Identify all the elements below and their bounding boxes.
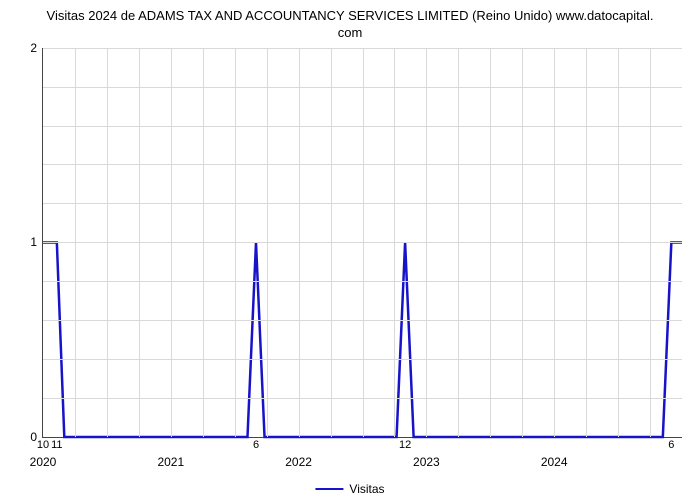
value-label: 12 bbox=[399, 437, 411, 451]
vgrid-line bbox=[586, 48, 587, 437]
chart-container: Visitas 2024 de ADAMS TAX AND ACCOUNTANC… bbox=[0, 0, 700, 500]
vgrid-line bbox=[426, 48, 427, 437]
legend-label: Visitas bbox=[349, 482, 384, 496]
vgrid-line bbox=[554, 48, 555, 437]
value-label: 10 bbox=[37, 437, 49, 451]
value-label: 6 bbox=[668, 437, 674, 451]
chart-title: Visitas 2024 de ADAMS TAX AND ACCOUNTANC… bbox=[10, 8, 690, 48]
vgrid-line bbox=[299, 48, 300, 437]
title-line-2: com bbox=[338, 25, 363, 40]
vgrid-line bbox=[203, 48, 204, 437]
vgrid-line bbox=[171, 48, 172, 437]
legend: Visitas bbox=[315, 482, 384, 496]
vgrid-line bbox=[650, 48, 651, 437]
vgrid-line bbox=[139, 48, 140, 437]
legend-swatch bbox=[315, 488, 343, 490]
ytick-label: 1 bbox=[30, 235, 43, 249]
xtick-label: 2023 bbox=[413, 437, 440, 469]
xtick-label: 2022 bbox=[285, 437, 312, 469]
value-label: 6 bbox=[253, 437, 259, 451]
vgrid-line bbox=[75, 48, 76, 437]
xtick-label: 2024 bbox=[541, 437, 568, 469]
xtick-label: 2021 bbox=[157, 437, 184, 469]
ytick-label: 2 bbox=[30, 41, 43, 55]
vgrid-line bbox=[107, 48, 108, 437]
vgrid-line bbox=[235, 48, 236, 437]
vgrid-line bbox=[618, 48, 619, 437]
vgrid-line bbox=[331, 48, 332, 437]
vgrid-line bbox=[267, 48, 268, 437]
value-label: 11 bbox=[51, 437, 62, 451]
plot-region: 0122020202120222023202410116126 bbox=[42, 48, 682, 438]
vgrid-line bbox=[458, 48, 459, 437]
vgrid-line bbox=[522, 48, 523, 437]
vgrid-line bbox=[394, 48, 395, 437]
title-line-1: Visitas 2024 de ADAMS TAX AND ACCOUNTANC… bbox=[47, 8, 654, 23]
vgrid-line bbox=[363, 48, 364, 437]
vgrid-line bbox=[490, 48, 491, 437]
plot-area: 0122020202120222023202410116126 bbox=[42, 48, 682, 438]
